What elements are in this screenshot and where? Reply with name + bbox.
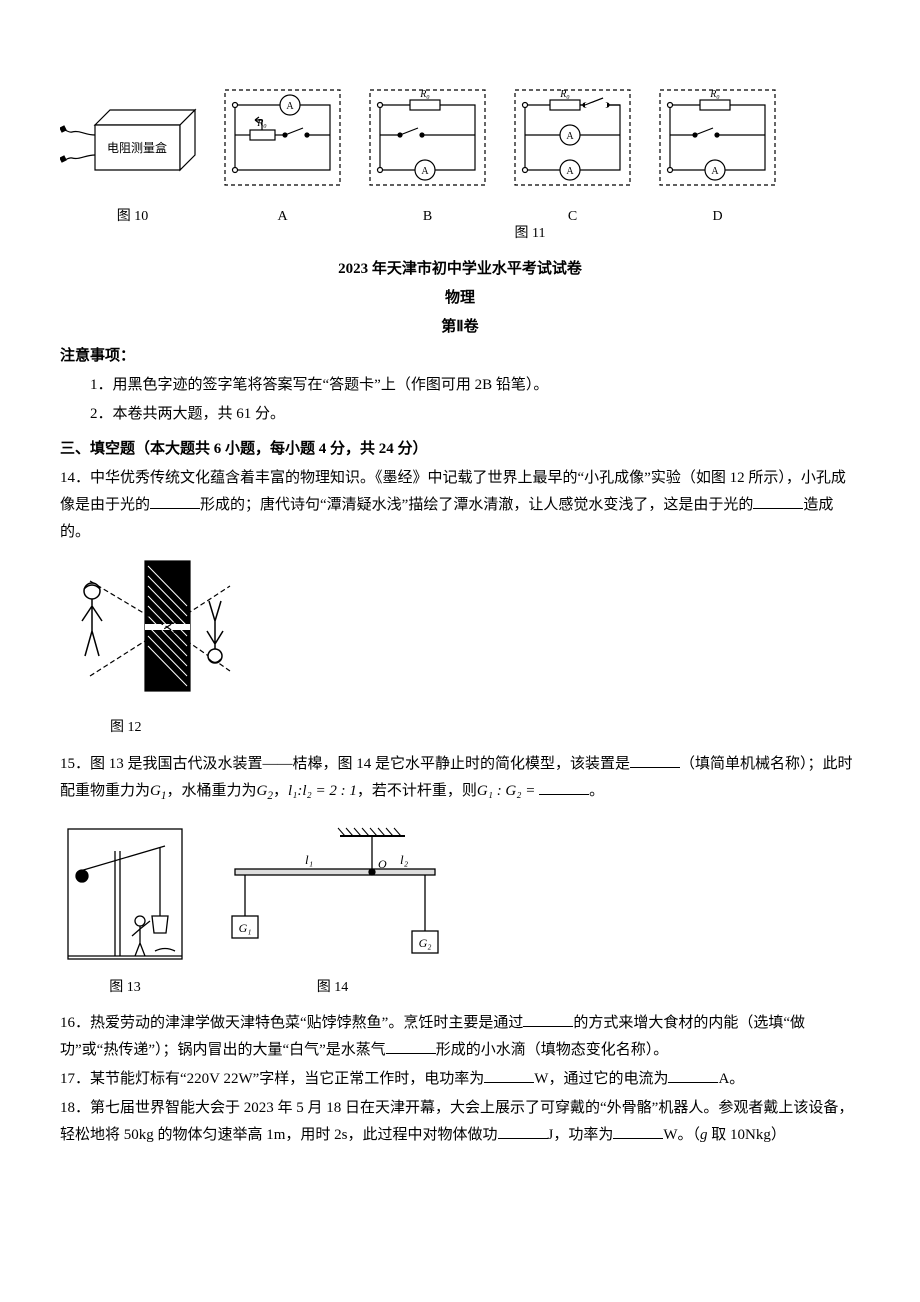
exam-subject: 物理 (60, 285, 860, 312)
q15-text-f: 。 (589, 783, 604, 799)
q15-text-c: ，水桶重力为 (166, 783, 256, 799)
q18-text-c: W。（ (663, 1127, 700, 1143)
circuit-D-label: D (712, 204, 722, 229)
section3-heading: 三、填空题（本大题共 6 小题，每小题 4 分，共 24 分） (60, 436, 860, 463)
circuit-D-svg: R₀ A (650, 80, 785, 200)
notice-item-2: 2．本卷共两大题，共 61 分。 (60, 401, 860, 428)
q16-text-a: 16．热爱劳动的津津学做天津特色菜“贴饽饽熬鱼”。烹饪时主要是通过 (60, 1015, 523, 1031)
circuit-D: R₀ A D (650, 80, 785, 229)
svg-text:A: A (711, 166, 719, 177)
fig13-container: 图 13 (60, 821, 190, 1000)
q16-blank-2 (386, 1038, 436, 1055)
q17-text-c: A。 (718, 1071, 744, 1087)
svg-text:O: O (378, 857, 387, 871)
exam-title: 2023 年天津市初中学业水平考试试卷 (60, 256, 860, 283)
circuit-B-svg: R₀ A (360, 80, 495, 200)
q18-g: g (700, 1127, 708, 1143)
circuit-C: R₀ A A (505, 80, 640, 229)
svg-text:G₂: G₂ (419, 936, 432, 950)
q14-text-b: 形成的；唐代诗句“潭清疑水浅”描绘了潭水清澈，让人感觉水变浅了，这是由于光的 (200, 497, 753, 513)
q15-G1: G1 (150, 783, 166, 799)
notice-item-1: 1．用黑色字迹的签字笔将答案写在“答题卡”上（作图可用 2B 铅笔）。 (60, 372, 860, 399)
fig12-container: 图 12 (60, 556, 860, 740)
fig12-svg (60, 556, 240, 701)
q16-blank-1 (523, 1011, 573, 1028)
svg-text:l₁: l₁ (305, 852, 313, 867)
q17-text-b: W，通过它的电流为 (534, 1071, 668, 1087)
svg-text:A: A (566, 166, 574, 177)
svg-text:R₀: R₀ (559, 89, 570, 100)
q17-blank-1 (484, 1067, 534, 1084)
exam-part: 第Ⅱ卷 (60, 314, 860, 341)
circuit-A-label: A (277, 204, 287, 229)
svg-text:A: A (421, 166, 429, 177)
q16-text-c: 形成的小水滴（填物态变化名称）。 (436, 1042, 669, 1058)
fig13-14-group: 图 13 O l₁ l₂ (60, 821, 860, 1000)
fig14-svg: O l₁ l₂ G₁ G₂ (220, 821, 445, 971)
q15-blank-1 (630, 751, 680, 768)
q18-blank-1 (498, 1123, 548, 1140)
question-15: 15．图 13 是我国古代汲水装置——桔槔，图 14 是它水平静止时的简化模型，… (60, 751, 860, 806)
fig14-container: O l₁ l₂ G₁ G₂ 图 14 (220, 821, 445, 1000)
svg-text:G₁: G₁ (239, 921, 252, 935)
q18-text-d: 取 10Nkg） (711, 1127, 786, 1143)
question-14: 14．中华优秀传统文化蕴含着丰富的物理知识。《墨经》中记载了世界上最早的“小孔成… (60, 465, 860, 546)
fig11-container: R₀ A A (505, 80, 785, 229)
circuit-A-svg: A R₀ (215, 80, 350, 200)
q15-text-e: ，若不计杆重，则 (357, 783, 477, 799)
resistance-box-svg: 电阻测量盒 (60, 80, 205, 200)
box-label-text: 电阻测量盒 (107, 140, 167, 155)
circuit-C-svg: R₀ A A (505, 80, 640, 200)
circuit-A: A R₀ A (215, 80, 350, 229)
q15-blank-2 (539, 778, 589, 795)
fig14-caption: 图 14 (317, 975, 349, 1000)
question-18: 18．第七届世界智能大会于 2023 年 5 月 18 日在天津开幕，大会上展示… (60, 1095, 860, 1149)
q15-ratio-G: G₁ : G₂ = (477, 783, 539, 799)
q17-text-a: 17．某节能灯标有“220V 22W”字样，当它正常工作时，电功率为 (60, 1071, 484, 1087)
q17-blank-2 (668, 1067, 718, 1084)
svg-text:R₀: R₀ (419, 89, 430, 100)
svg-text:l₂: l₂ (400, 852, 409, 867)
svg-text:A: A (286, 101, 294, 112)
question-16: 16．热爱劳动的津津学做天津特色菜“贴饽饽熬鱼”。烹饪时主要是通过的方式来增大食… (60, 1010, 860, 1064)
notice-heading: 注意事项： (60, 343, 860, 370)
fig13-caption: 图 13 (109, 975, 141, 1000)
fig10-caption: 图 10 (117, 204, 149, 229)
question-17: 17．某节能灯标有“220V 22W”字样，当它正常工作时，电功率为 W，通过它的… (60, 1066, 860, 1093)
q15-text-a: 15．图 13 是我国古代汲水装置——桔槔，图 14 是它水平静止时的简化模型，… (60, 756, 630, 772)
circuit-B-label: B (423, 204, 432, 229)
q15-G2: G2 (257, 783, 273, 799)
fig10-container: 电阻测量盒 图 10 (60, 80, 205, 229)
q14-blank-1 (150, 493, 200, 510)
q18-blank-2 (613, 1123, 663, 1140)
top-figure-row: 电阻测量盒 图 10 A R₀ (60, 80, 860, 229)
circuit-C-label: C (568, 204, 577, 229)
q15-text-d: ， (273, 783, 288, 799)
fig13-svg (60, 821, 190, 971)
svg-text:A: A (566, 131, 574, 142)
svg-text:R₀: R₀ (709, 89, 720, 100)
q14-blank-2 (753, 493, 803, 510)
circuit-B: R₀ A B (360, 80, 495, 229)
q15-ratio-l: l₁:l₂ = 2 : 1 (288, 783, 357, 799)
q18-text-b: J，功率为 (548, 1127, 614, 1143)
fig12-caption: 图 12 (110, 715, 860, 740)
